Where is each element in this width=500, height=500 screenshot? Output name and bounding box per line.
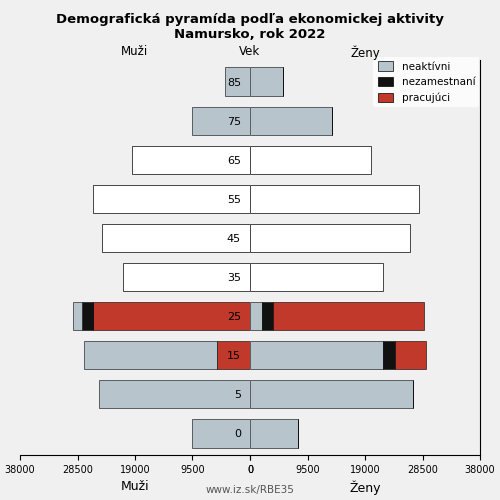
Text: Demografická pyramída podľa ekonomickej aktivity: Demografická pyramída podľa ekonomickej … bbox=[56, 12, 444, 26]
Bar bbox=[82, 302, 92, 330]
Bar bbox=[250, 185, 420, 213]
Text: Namursko, rok 2022: Namursko, rok 2022 bbox=[174, 28, 326, 40]
Bar bbox=[250, 146, 371, 174]
Bar bbox=[273, 302, 424, 330]
Bar bbox=[250, 263, 383, 291]
X-axis label: Ženy: Ženy bbox=[349, 480, 381, 495]
Bar bbox=[84, 341, 216, 370]
Legend: neaktívni, nezamestnaní, pracujúci: neaktívni, nezamestnaní, pracujúci bbox=[374, 58, 480, 107]
Bar bbox=[123, 263, 250, 291]
Bar bbox=[224, 68, 250, 96]
Bar bbox=[250, 68, 284, 96]
Bar bbox=[262, 302, 273, 330]
Text: Muži: Muži bbox=[122, 45, 148, 58]
Bar bbox=[102, 224, 250, 252]
Bar bbox=[250, 420, 298, 448]
Bar bbox=[250, 380, 414, 408]
Text: Ženy: Ženy bbox=[350, 45, 380, 60]
Bar bbox=[192, 420, 250, 448]
X-axis label: Muži: Muži bbox=[120, 480, 150, 494]
Bar bbox=[192, 106, 250, 134]
Text: Vek: Vek bbox=[240, 45, 260, 58]
Bar bbox=[250, 106, 332, 134]
Bar bbox=[396, 341, 426, 370]
Bar bbox=[92, 302, 250, 330]
Bar bbox=[92, 185, 250, 213]
Bar bbox=[216, 341, 250, 370]
Bar bbox=[383, 341, 396, 370]
Bar bbox=[250, 341, 383, 370]
Bar bbox=[250, 224, 410, 252]
Bar bbox=[72, 302, 82, 330]
Text: www.iz.sk/RBE35: www.iz.sk/RBE35 bbox=[206, 485, 294, 495]
Bar bbox=[250, 302, 262, 330]
Bar bbox=[98, 380, 250, 408]
Bar bbox=[132, 146, 250, 174]
